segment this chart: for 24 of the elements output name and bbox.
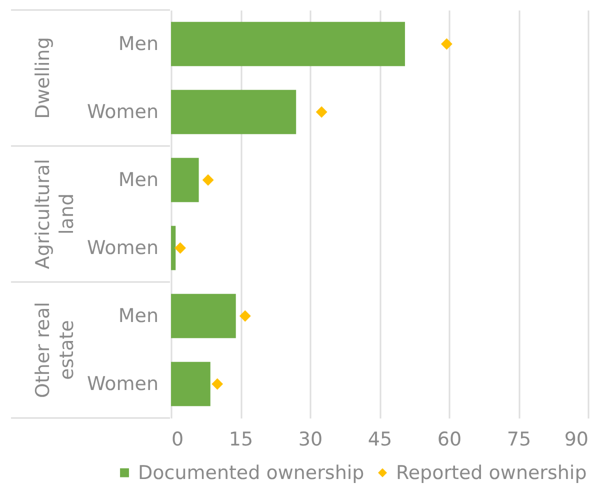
y-tick-label: Men <box>118 33 158 55</box>
point <box>316 106 328 118</box>
point <box>440 38 452 50</box>
point <box>239 310 251 322</box>
y-tick-label: Women <box>86 101 158 123</box>
y-tick-label: Men <box>118 169 158 191</box>
x-tick-label: 75 <box>506 428 532 450</box>
text: Dwelling <box>32 37 54 119</box>
point <box>174 242 186 254</box>
x-tick-label: 45 <box>368 428 392 450</box>
x-tick-label: 90 <box>564 428 588 450</box>
legend-label: Reported ownership <box>396 462 587 484</box>
x-tick-label: 60 <box>437 428 462 450</box>
y-tick-label: Women <box>86 373 158 395</box>
x-tick-label: 0 <box>172 428 184 450</box>
text: Agricultural land <box>32 158 78 270</box>
y-tick-label: Men <box>118 305 158 327</box>
point <box>202 174 214 186</box>
text: Other real estate <box>32 302 78 398</box>
y-tick-label: Women <box>86 237 158 259</box>
point <box>212 378 224 390</box>
x-tick-label: 30 <box>298 428 323 450</box>
x-tick-label: 15 <box>228 428 254 450</box>
legend-label: Documented ownership <box>138 462 364 484</box>
